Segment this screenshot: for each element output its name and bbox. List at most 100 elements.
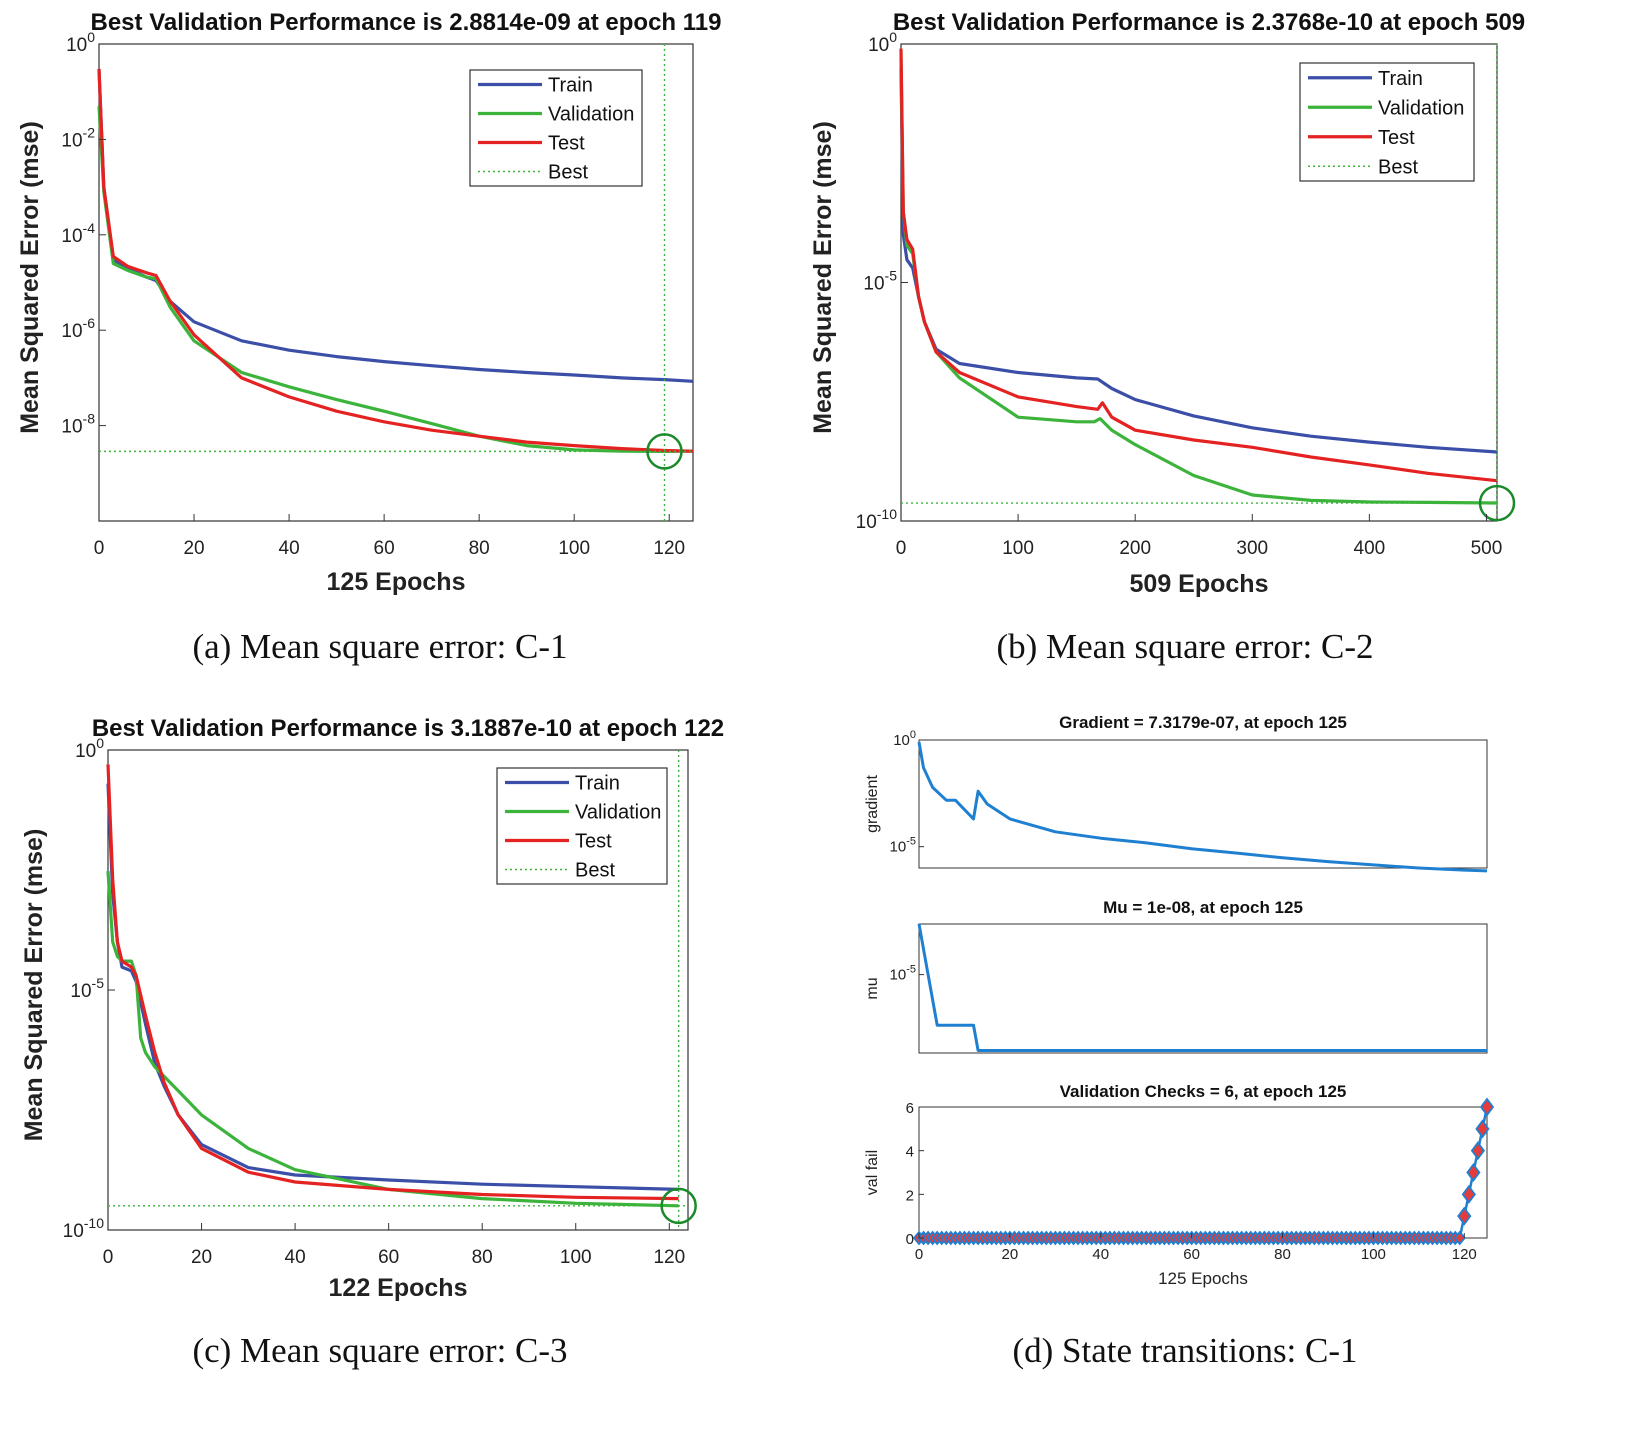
subplot-gradient: Gradient = 7.3179e-07, at epoch 125 gradi… bbox=[864, 713, 1488, 873]
y-tick-label: 100 bbox=[66, 29, 95, 56]
series-train-line bbox=[97, 68, 694, 383]
subplot-y-label: val fail bbox=[864, 1150, 881, 1195]
subplot-frame bbox=[918, 1106, 1488, 1239]
y-tick-label: 10-5 bbox=[863, 268, 897, 295]
val-fail-marker bbox=[1479, 1097, 1495, 1117]
y-tick-label: 10-5 bbox=[890, 964, 916, 984]
x-tick-label: 120 bbox=[653, 1247, 685, 1268]
subplot-frame bbox=[918, 923, 1488, 1054]
figure-caption: (d) State transitions: C-1 bbox=[1012, 1331, 1357, 1370]
best-circle-marker bbox=[646, 433, 683, 470]
subplot-val-fail: Validation Checks = 6, at epoch 125 val f… bbox=[864, 1082, 1495, 1263]
y-tick-label: 10-5 bbox=[70, 975, 104, 1002]
subplot-title: Mu = 1e-08, at epoch 125 bbox=[1103, 898, 1303, 917]
x-tick-label: 300 bbox=[1236, 538, 1268, 559]
x-axis-label: 122 Epochs bbox=[329, 1274, 468, 1302]
val-fail-marker bbox=[1466, 1163, 1481, 1182]
x-tick-label: 500 bbox=[1471, 538, 1503, 559]
x-tick-label: 200 bbox=[1119, 538, 1151, 559]
legend: Train Validation Test Best bbox=[469, 69, 643, 187]
val-fail-marker bbox=[1475, 1119, 1490, 1139]
legend-label-validation: Validation bbox=[1378, 97, 1464, 119]
subplot-mu: Mu = 1e-08, at epoch 125 mu 10-5 bbox=[864, 898, 1488, 1054]
x-axis-label: 125 Epochs bbox=[327, 568, 466, 596]
y-tick-label: 10-10 bbox=[63, 1215, 105, 1242]
legend-label-train: Train bbox=[548, 75, 593, 97]
y-tick-label: 10-6 bbox=[61, 315, 95, 342]
legend-label-test: Test bbox=[575, 831, 612, 853]
y-tick-label: 10-10 bbox=[856, 506, 898, 533]
y-tick-label: 4 bbox=[906, 1144, 914, 1161]
y-tick-label: 10-4 bbox=[61, 220, 95, 247]
x-axis-label: 125 Epochs bbox=[1158, 1269, 1248, 1288]
x-tick-label: 120 bbox=[653, 538, 685, 559]
chart-title: Best Validation Performance is 2.3768e-1… bbox=[893, 9, 1525, 36]
best-circle-marker bbox=[660, 1187, 697, 1225]
legend-label-validation: Validation bbox=[548, 104, 634, 126]
y-axis-label: Mean Squared Error (mse) bbox=[809, 121, 837, 434]
subplot-y-label: mu bbox=[864, 977, 881, 999]
best-circle-marker bbox=[1478, 484, 1516, 522]
legend-box bbox=[496, 767, 668, 885]
legend-label-best: Best bbox=[548, 162, 588, 184]
subplot-series-line bbox=[917, 741, 1488, 873]
legend-box bbox=[469, 69, 643, 187]
x-tick-label: 80 bbox=[472, 1247, 493, 1268]
x-tick-label: 60 bbox=[374, 538, 395, 559]
series-test-line bbox=[97, 68, 694, 453]
x-tick-label: 400 bbox=[1354, 538, 1386, 559]
chart-title: Best Validation Performance is 2.8814e-0… bbox=[91, 9, 722, 36]
figure-caption: (a) Mean square error: C-1 bbox=[192, 627, 567, 666]
y-tick-label: 10-8 bbox=[61, 411, 95, 438]
x-tick-label: 40 bbox=[285, 1247, 306, 1268]
legend-label-train: Train bbox=[575, 773, 620, 795]
x-tick-label: 100 bbox=[1002, 538, 1034, 559]
x-tick-label: 20 bbox=[183, 538, 204, 559]
legend: Train Validation Test Best bbox=[1299, 62, 1475, 182]
legend-label-validation: Validation bbox=[575, 802, 661, 824]
val-fail-marker bbox=[1470, 1141, 1486, 1161]
series-validation-line bbox=[106, 870, 679, 1208]
subplot-y-label: gradient bbox=[864, 775, 881, 833]
x-tick-label: 80 bbox=[1274, 1246, 1291, 1263]
legend: Train Validation Test Best bbox=[496, 767, 668, 885]
legend-label-test: Test bbox=[548, 133, 585, 155]
y-tick-label: 0 bbox=[906, 1231, 914, 1248]
val-fail-marker bbox=[1457, 1206, 1472, 1226]
x-tick-label: 100 bbox=[560, 1247, 592, 1268]
x-axis-label: 509 Epochs bbox=[1130, 570, 1269, 598]
x-tick-label: 40 bbox=[1092, 1246, 1109, 1263]
chart-title: Best Validation Performance is 3.1887e-1… bbox=[92, 715, 724, 742]
axes-frame bbox=[98, 43, 694, 522]
val-fail-marker bbox=[1461, 1184, 1476, 1204]
y-tick-label: 100 bbox=[868, 29, 897, 56]
x-tick-label: 60 bbox=[1183, 1246, 1200, 1263]
subplot-title: Gradient = 7.3179e-07, at epoch 125 bbox=[1059, 713, 1347, 732]
subplot-series-line bbox=[917, 923, 1487, 1052]
val-check-marker bbox=[1453, 1230, 1466, 1246]
x-tick-label: 40 bbox=[279, 538, 300, 559]
series-test-line bbox=[106, 764, 679, 1201]
x-tick-label: 100 bbox=[1361, 1246, 1386, 1263]
series-test-line bbox=[899, 48, 1498, 483]
y-tick-label: 10-2 bbox=[61, 124, 95, 151]
y-tick-label: 10-5 bbox=[890, 836, 916, 856]
legend-label-best: Best bbox=[575, 860, 615, 882]
figure-caption: (c) Mean square error: C-3 bbox=[192, 1331, 567, 1370]
y-axis-label: Mean Squared Error (mse) bbox=[16, 121, 44, 434]
chart-d: Gradient = 7.3179e-07, at epoch 125 gradi… bbox=[864, 713, 1495, 1370]
subplot-series-line bbox=[919, 1106, 1489, 1240]
legend-box bbox=[1299, 62, 1475, 182]
legend-label-train: Train bbox=[1378, 68, 1423, 90]
subplot-title: Validation Checks = 6, at epoch 125 bbox=[1060, 1082, 1347, 1101]
legend-label-best: Best bbox=[1378, 156, 1418, 178]
x-tick-label: 0 bbox=[103, 1247, 114, 1268]
x-tick-label: 0 bbox=[94, 538, 105, 559]
y-tick-label: 6 bbox=[906, 1100, 914, 1117]
x-tick-label: 60 bbox=[378, 1247, 399, 1268]
x-tick-label: 20 bbox=[1002, 1246, 1019, 1263]
x-tick-label: 100 bbox=[558, 538, 590, 559]
